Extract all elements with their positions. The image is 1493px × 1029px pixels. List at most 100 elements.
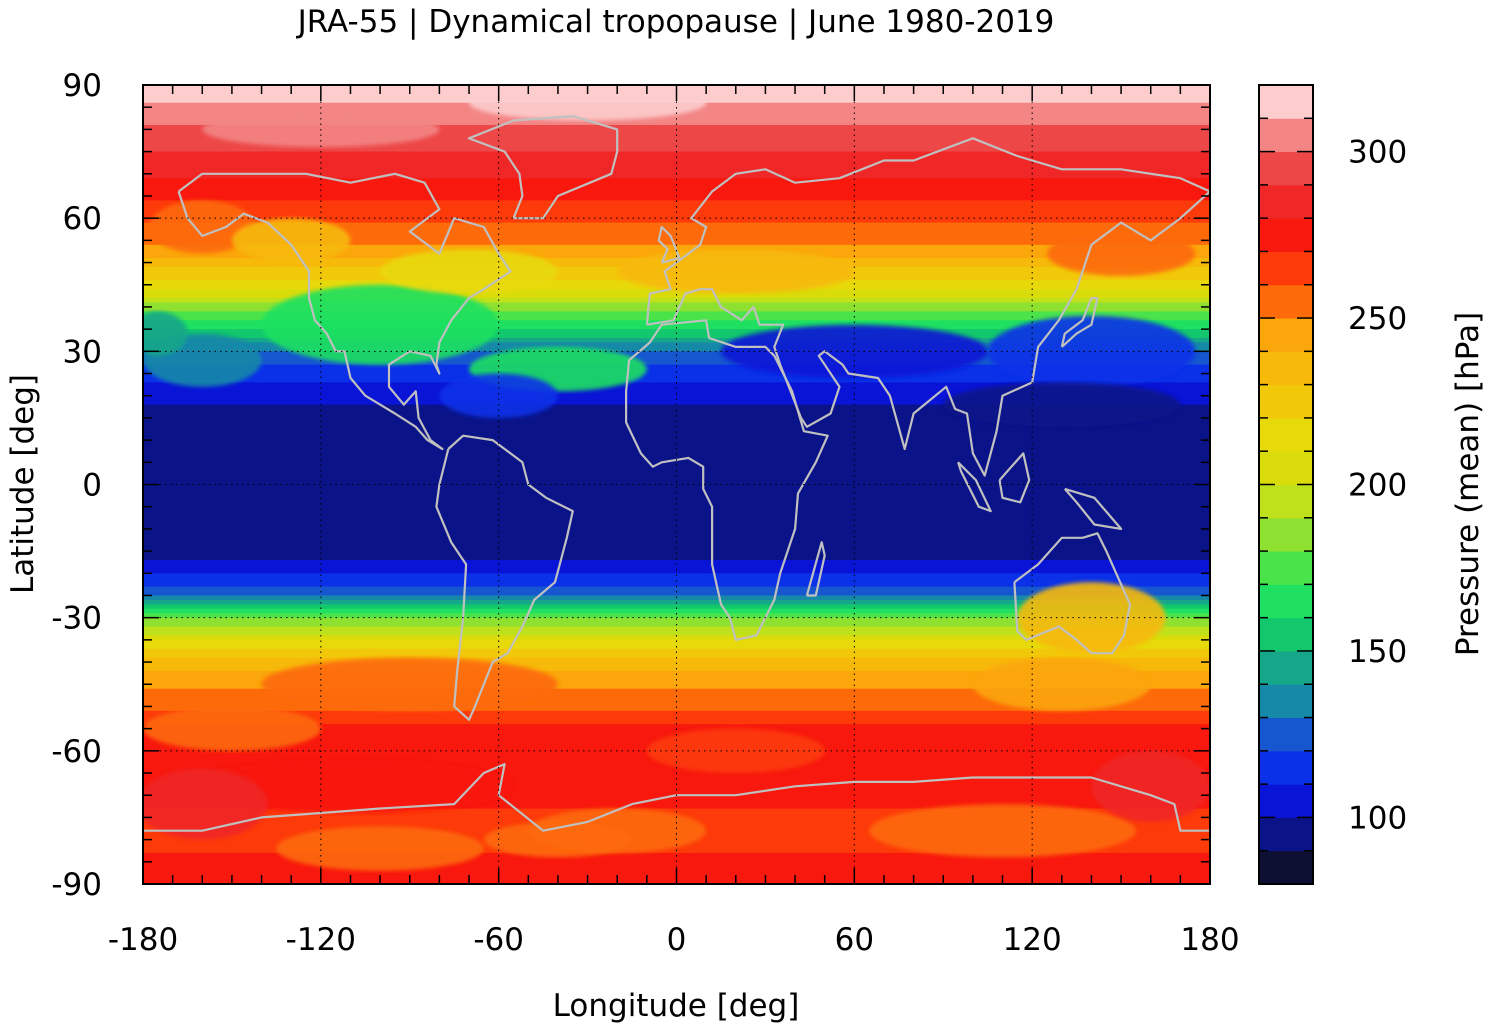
pressure-anomaly <box>1091 750 1210 822</box>
field-band <box>143 613 1210 619</box>
colorbar-swatch <box>1259 384 1313 419</box>
field-band <box>143 719 1210 725</box>
new-guinea-coast <box>1063 487 1123 530</box>
colorbar-swatch <box>1259 218 1313 252</box>
colorbar <box>1258 84 1314 885</box>
colorbar-swatch <box>1259 284 1313 319</box>
field-band <box>143 520 1210 526</box>
colorbar-swatch <box>1259 318 1313 352</box>
x-tick-label: -180 <box>108 922 178 958</box>
madagascar-coast <box>805 541 826 597</box>
colorbar-tick-label: 150 <box>1348 634 1407 670</box>
antarctica-coast <box>143 763 1210 832</box>
uk-coast <box>657 225 681 264</box>
y-tick-label: 90 <box>63 68 102 104</box>
y-tick-label: 0 <box>82 468 102 504</box>
field-band <box>143 475 1210 481</box>
field-band <box>143 222 1210 228</box>
colorbar-swatch <box>1259 850 1313 885</box>
field-band <box>143 404 1210 410</box>
colorbar-swatch <box>1259 151 1313 186</box>
field-band <box>143 178 1210 184</box>
field-band <box>143 386 1210 392</box>
colorbar-swatch <box>1259 650 1313 685</box>
field-band <box>143 697 1210 703</box>
field-band <box>143 129 1210 135</box>
field-band <box>143 861 1210 867</box>
field-band <box>143 329 1210 335</box>
field-band <box>143 169 1210 175</box>
colorbar-swatch <box>1259 517 1313 552</box>
field-band <box>143 630 1210 637</box>
y-tick-label: -90 <box>51 867 102 903</box>
field-band <box>143 133 1210 139</box>
pressure-anomaly <box>187 759 514 813</box>
field-band <box>143 293 1210 299</box>
x-tick-label: 60 <box>835 922 874 958</box>
field-band <box>143 364 1210 370</box>
australia-coast <box>1013 532 1132 655</box>
colorbar-swatch <box>1259 584 1313 619</box>
colorbar-swatch <box>1259 484 1313 519</box>
field-band <box>143 684 1210 690</box>
colorbar-swatch <box>1259 451 1313 485</box>
field-band <box>143 377 1210 384</box>
plot-axes <box>142 84 1211 885</box>
field-band <box>143 586 1210 592</box>
colorbar-swatch <box>1259 184 1313 219</box>
pressure-anomaly <box>143 768 268 840</box>
field-band <box>143 444 1210 450</box>
pressure-anomaly <box>720 324 988 378</box>
field-band <box>143 333 1210 339</box>
field-band <box>143 488 1210 494</box>
field-band <box>143 524 1210 530</box>
pressure-anomaly <box>380 249 558 294</box>
field-band <box>143 702 1210 708</box>
x-tick-label: 120 <box>1003 922 1062 958</box>
field-band <box>143 173 1210 179</box>
pressure-anomaly <box>869 804 1136 858</box>
field-band <box>143 164 1210 170</box>
pressure-anomaly <box>1046 231 1196 276</box>
colorbar-swatch <box>1259 617 1313 652</box>
y-tick-labels: 90 60 30 0 -30 -60 -90 <box>51 68 102 903</box>
field-band <box>143 142 1210 148</box>
pressure-anomaly <box>972 657 1151 711</box>
x-tick-label: 180 <box>1180 922 1239 958</box>
field-band <box>143 493 1210 499</box>
field-band <box>143 542 1210 548</box>
field-band <box>143 466 1210 472</box>
field-band <box>143 382 1210 388</box>
field-band <box>143 244 1210 250</box>
pressure-anomaly <box>528 808 707 853</box>
field-band <box>143 453 1210 459</box>
colorbar-swatch <box>1259 417 1313 452</box>
colorbar-tick-label: 200 <box>1348 468 1407 504</box>
field-band <box>143 648 1210 654</box>
north-america-coast <box>177 172 512 451</box>
field-band <box>143 568 1210 574</box>
field-band <box>143 235 1210 241</box>
field-band <box>143 653 1210 659</box>
field-band <box>143 857 1210 863</box>
x-tick-label: 0 <box>667 922 687 958</box>
colorbar-swatch <box>1259 351 1313 386</box>
pressure-anomaly <box>261 657 558 711</box>
field-band <box>143 670 1210 676</box>
field-band <box>143 724 1210 730</box>
pressure-anomaly <box>987 315 1196 387</box>
colorbar-tick-labels: 300 250 200 150 100 <box>1348 135 1407 837</box>
grid-lines <box>143 85 1210 884</box>
field-band <box>143 218 1210 224</box>
y-tick-label: -30 <box>51 601 102 637</box>
field-band <box>143 537 1210 543</box>
field-band <box>143 240 1210 246</box>
field-band <box>143 559 1210 565</box>
colorbar-swatch <box>1259 817 1313 852</box>
y-tick-label: 30 <box>63 334 102 370</box>
field-band <box>143 191 1210 197</box>
field-band <box>143 426 1210 432</box>
field-band <box>143 768 1210 774</box>
pressure-anomaly <box>231 218 351 263</box>
